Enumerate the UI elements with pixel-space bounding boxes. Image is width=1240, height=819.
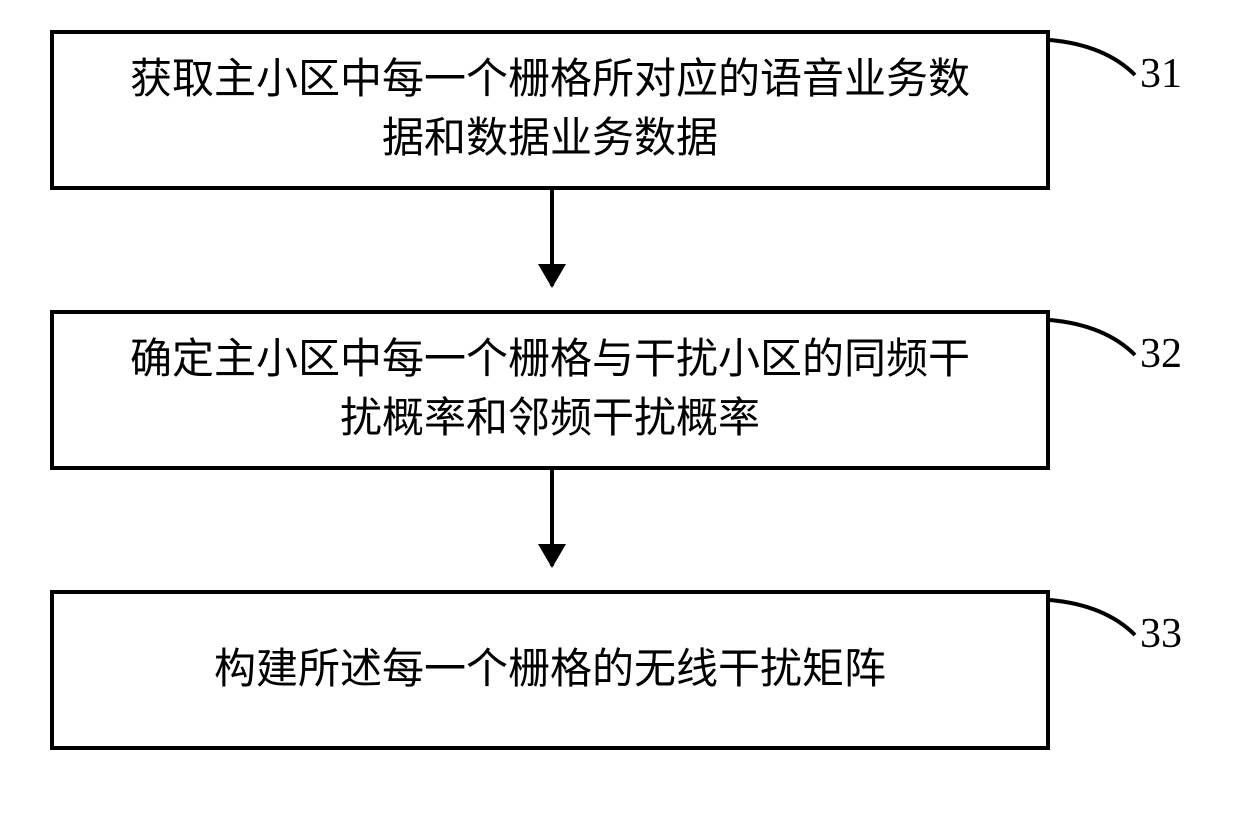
box-3-label: 33 <box>1140 610 1182 658</box>
box-2-text: 确定主小区中每一个栅格与干扰小区的同频干 扰概率和邻频干扰概率 <box>130 331 970 449</box>
box-1-line-1: 获取主小区中每一个栅格所对应的语音业务数 <box>130 57 970 103</box>
box-3-line-1: 构建所述每一个栅格的无线干扰矩阵 <box>214 647 886 693</box>
box-1-text: 获取主小区中每一个栅格所对应的语音业务数 据和数据业务数据 <box>130 51 970 169</box>
arrow-1-to-2 <box>550 190 554 286</box>
arrow-2-to-3 <box>550 470 554 566</box>
flowchart-box-3: 构建所述每一个栅格的无线干扰矩阵 <box>50 590 1050 750</box>
flowchart-container: 获取主小区中每一个栅格所对应的语音业务数 据和数据业务数据 31 确定主小区中每… <box>0 0 1240 819</box>
box-2-label: 32 <box>1140 330 1182 378</box>
flowchart-box-1: 获取主小区中每一个栅格所对应的语音业务数 据和数据业务数据 <box>50 30 1050 190</box>
box-1-line-2: 据和数据业务数据 <box>382 116 718 162</box>
flowchart-box-2: 确定主小区中每一个栅格与干扰小区的同频干 扰概率和邻频干扰概率 <box>50 310 1050 470</box>
box-1-label: 31 <box>1140 50 1182 98</box>
box-2-line-2: 扰概率和邻频干扰概率 <box>340 396 760 442</box>
box-3-text: 构建所述每一个栅格的无线干扰矩阵 <box>214 641 886 700</box>
box-2-line-1: 确定主小区中每一个栅格与干扰小区的同频干 <box>130 337 970 383</box>
